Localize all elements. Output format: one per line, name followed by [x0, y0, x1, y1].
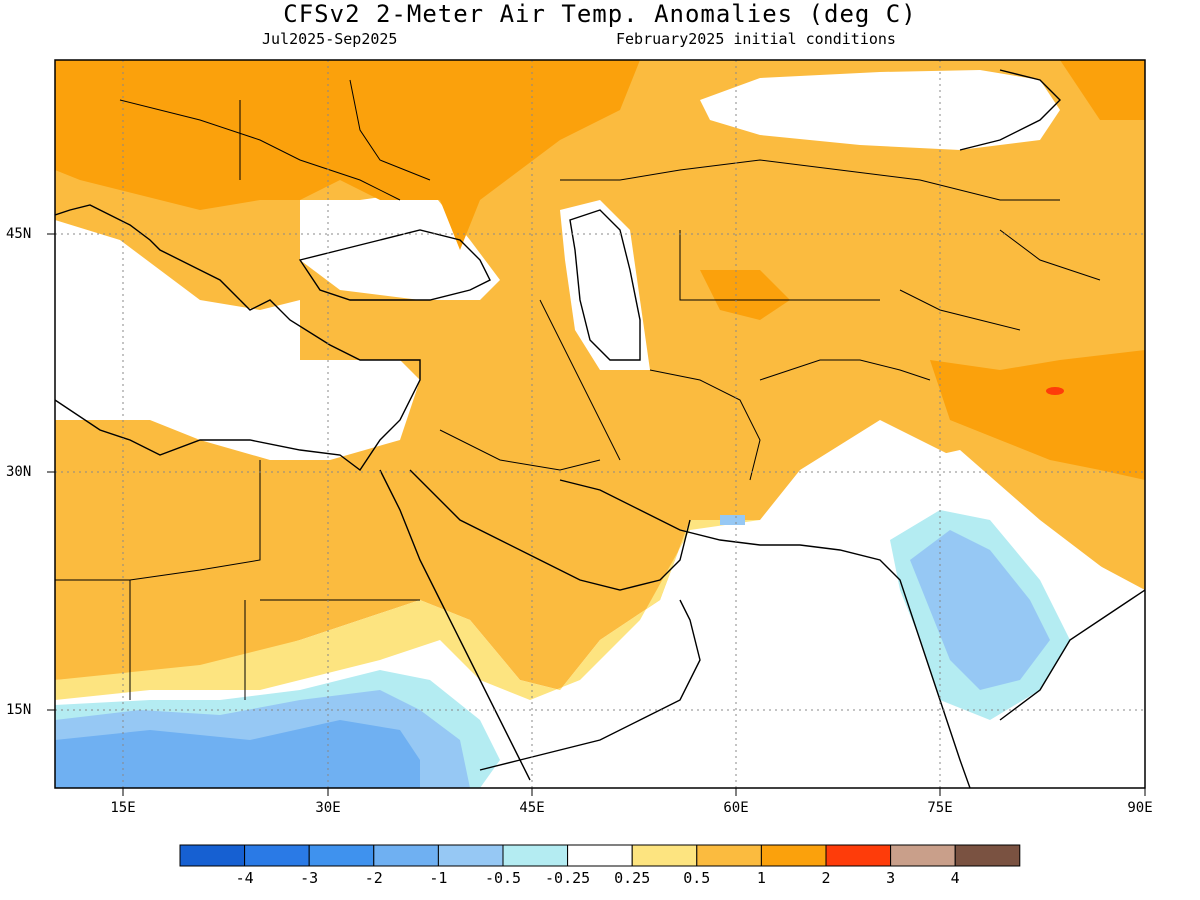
map-title: CFSv2 2-Meter Air Temp. Anomalies (deg C…: [283, 0, 917, 28]
legend-label: 3: [886, 869, 896, 887]
borders: [55, 79, 1101, 700]
legend-label: -0.25: [545, 869, 591, 887]
lon-label-30e: 30E: [315, 800, 341, 816]
initial-conditions: February2025 initial conditions: [616, 30, 896, 48]
legend-label: 2: [821, 869, 831, 887]
forecast-period: Jul2025-Sep2025: [262, 30, 398, 48]
legend-swatch: [631, 844, 698, 867]
legend-swatch: [244, 844, 310, 867]
legend-swatch: [825, 844, 892, 867]
gridlines: [55, 60, 1145, 788]
legend-label: 4: [950, 869, 960, 887]
legend-label: 0.25: [614, 869, 651, 887]
legend-label: -3: [300, 869, 319, 887]
legend-label: 1: [756, 869, 766, 887]
legend-swatch: [567, 844, 633, 867]
lon-label-45e: 45E: [519, 800, 545, 816]
legend-swatch: [696, 844, 762, 867]
legend-label: -1: [429, 869, 448, 887]
lon-label-60e: 60E: [723, 800, 749, 816]
legend-label: 0.5: [683, 869, 711, 887]
lon-label-15e: 15E: [110, 800, 136, 816]
lon-label-75e: 75E: [927, 800, 953, 816]
legend-swatch: [373, 844, 439, 867]
axis-ticks: [47, 233, 1146, 796]
legend-label: -0.5: [484, 869, 522, 887]
legend-swatch: [308, 844, 375, 867]
legend-label: -4: [235, 869, 254, 887]
lat-label-30n: 30N: [6, 464, 32, 480]
legend-label: -2: [364, 869, 383, 887]
coastlines: [55, 69, 1145, 788]
legend-swatch: [890, 844, 956, 867]
legend-swatch: [760, 844, 827, 867]
lat-label-15n: 15N: [6, 702, 32, 718]
lat-label-45n: 45N: [6, 226, 32, 242]
map-frame: [54, 59, 1146, 789]
lon-label-90e: 90E: [1127, 800, 1153, 816]
legend-swatch: [437, 844, 504, 867]
legend-swatch: [179, 844, 246, 867]
legend-swatch: [954, 844, 1021, 867]
legend-swatch: [502, 844, 569, 867]
